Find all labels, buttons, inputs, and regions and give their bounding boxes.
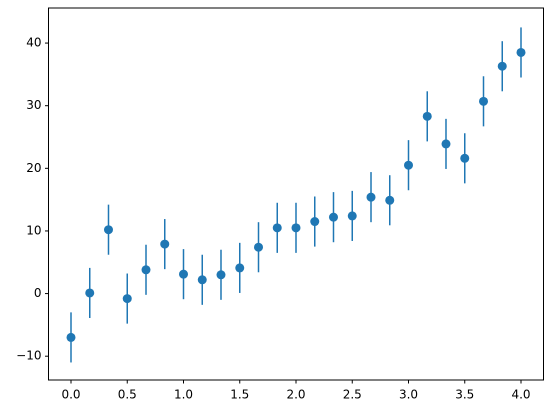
data-point xyxy=(516,47,526,57)
data-point xyxy=(122,294,132,304)
data-point xyxy=(197,275,207,285)
data-point xyxy=(422,111,432,121)
data-point xyxy=(347,211,357,221)
x-tick-label: 0.5 xyxy=(118,388,137,402)
y-tick-label: 20 xyxy=(26,161,41,175)
data-point xyxy=(366,192,376,202)
axes-frame xyxy=(48,7,544,381)
x-tick-label: 4.0 xyxy=(511,388,530,402)
data-point xyxy=(103,225,113,235)
y-tick-label: 10 xyxy=(26,223,41,237)
data-point xyxy=(404,160,413,170)
x-tick-label: 1.5 xyxy=(230,388,249,402)
x-tick-label: 2.5 xyxy=(343,388,362,402)
y-tick-label: −10 xyxy=(16,349,41,363)
data-point xyxy=(310,217,320,227)
data-point xyxy=(216,270,226,280)
data-point xyxy=(460,153,470,163)
x-tick-label: 0.0 xyxy=(61,388,80,402)
data-point xyxy=(85,288,95,298)
x-tick-label: 1.0 xyxy=(174,388,193,402)
data-point xyxy=(141,265,151,275)
data-point xyxy=(66,332,76,342)
y-tick-label: 0 xyxy=(34,286,42,300)
data-point xyxy=(328,212,338,222)
data-point xyxy=(479,96,489,106)
x-tick-label: 2.0 xyxy=(286,388,305,402)
data-point xyxy=(179,269,188,279)
x-tick-label: 3.5 xyxy=(455,388,474,402)
data-point xyxy=(235,263,245,273)
data-point xyxy=(441,139,451,149)
data-point xyxy=(160,239,170,249)
data-point xyxy=(272,223,282,233)
data-point xyxy=(291,223,301,233)
data-point xyxy=(254,242,264,252)
data-point xyxy=(497,61,507,71)
y-tick-label: 30 xyxy=(26,98,41,112)
y-tick-label: 40 xyxy=(26,36,41,50)
x-tick-label: 3.0 xyxy=(399,388,418,402)
data-point xyxy=(385,195,395,205)
